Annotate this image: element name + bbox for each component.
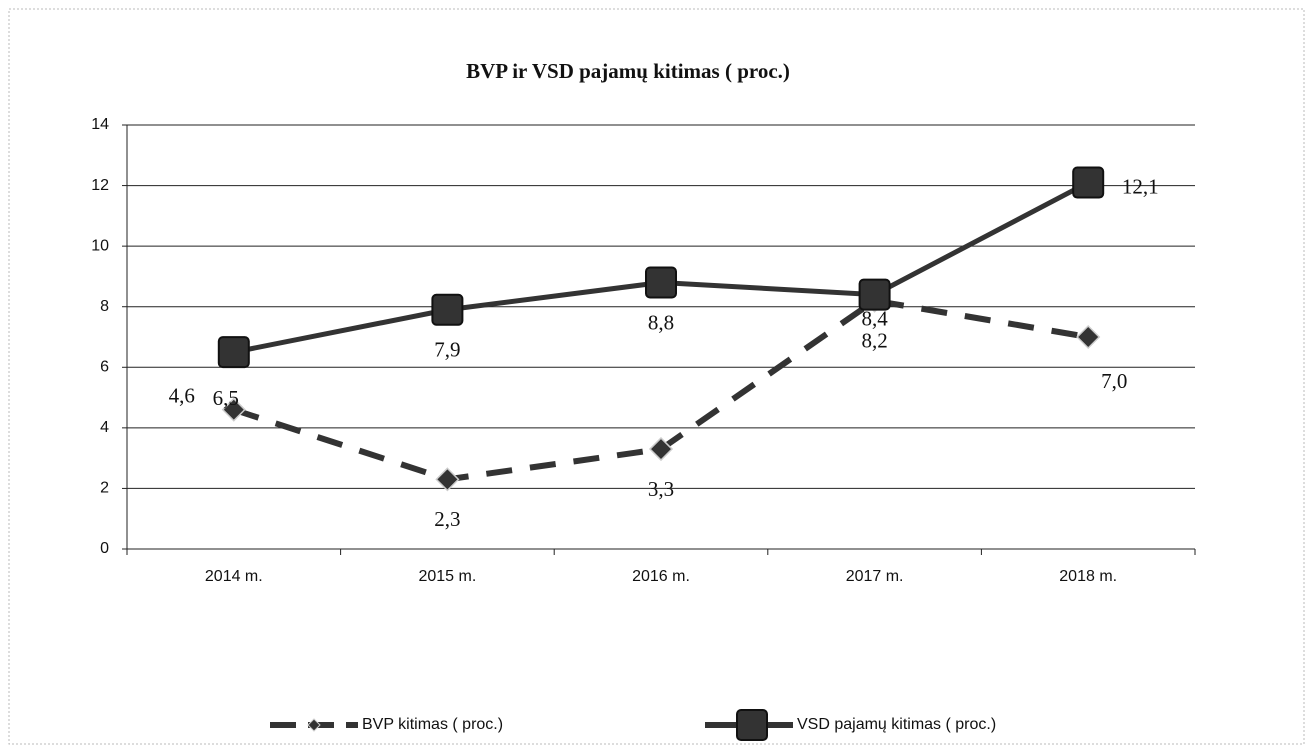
data-label: 8,8 bbox=[648, 310, 674, 334]
data-label: 7,9 bbox=[434, 338, 460, 362]
data-label: 7,0 bbox=[1101, 369, 1127, 393]
y-tick-label: 6 bbox=[100, 359, 109, 376]
legend-marker bbox=[307, 718, 321, 732]
data-label: 6,5 bbox=[213, 386, 239, 410]
x-tick-label: 2017 m. bbox=[846, 568, 904, 585]
x-tick-label: 2018 m. bbox=[1059, 568, 1117, 585]
x-tick-label: 2015 m. bbox=[418, 568, 476, 585]
point-marker bbox=[1076, 324, 1101, 350]
chart-title: BVP ir VSD pajamų kitimas ( proc.) bbox=[466, 59, 790, 83]
y-tick-label: 10 bbox=[91, 237, 109, 254]
frame bbox=[8, 8, 1305, 745]
y-tick-label: 14 bbox=[91, 116, 109, 133]
point-marker bbox=[645, 266, 677, 299]
y-tick-label: 4 bbox=[100, 419, 109, 436]
data-label: 8,2 bbox=[861, 328, 887, 352]
y-tick-label: 2 bbox=[100, 480, 109, 497]
data-label: 2,3 bbox=[434, 507, 460, 531]
point-marker bbox=[1072, 166, 1105, 199]
y-tick-label: 12 bbox=[91, 177, 109, 194]
legend-label: BVP kitimas ( proc.) bbox=[362, 716, 503, 733]
point-marker bbox=[217, 336, 250, 369]
point-marker bbox=[221, 397, 246, 422]
legend-label: VSD pajamų kitimas ( proc.) bbox=[797, 716, 996, 733]
data-label: 3,3 bbox=[648, 477, 674, 501]
point-marker bbox=[648, 436, 674, 462]
x-tick-label: 2014 m. bbox=[205, 568, 263, 585]
data-label: 12,1 bbox=[1122, 174, 1159, 198]
x-tick-label: 2016 m. bbox=[632, 568, 690, 585]
point-marker bbox=[431, 293, 464, 326]
data-label: 4,6 bbox=[169, 383, 195, 407]
legend-marker bbox=[736, 709, 768, 741]
y-tick-label: 8 bbox=[100, 298, 109, 315]
point-marker bbox=[435, 467, 460, 492]
data-label: 8,4 bbox=[861, 306, 888, 330]
y-tick-label: 0 bbox=[100, 540, 109, 557]
point-marker bbox=[858, 278, 891, 311]
